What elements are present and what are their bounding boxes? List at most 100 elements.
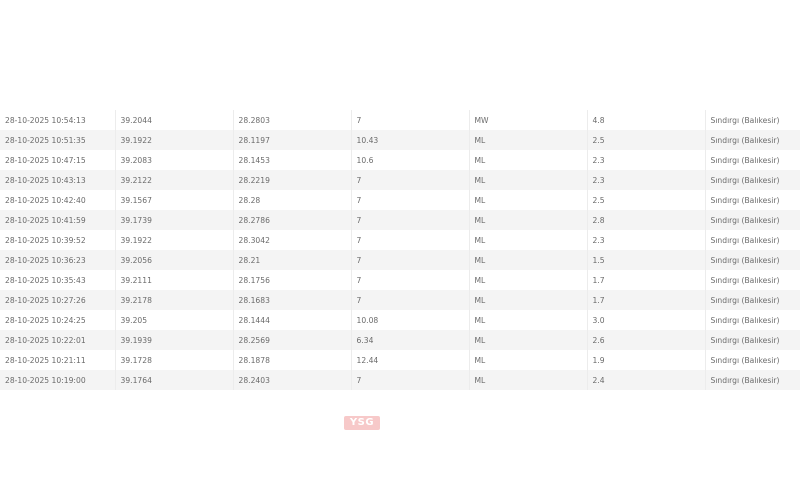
cell-magnitude: 2.8 (586, 210, 705, 230)
table-row[interactable]: 28-10-2025 10:36:23 39.2056 28.21 7 ML 1.5 Sın… (0, 250, 800, 270)
cell-magnitude-type: ML (468, 270, 587, 290)
cell-depth: 7 (350, 230, 469, 250)
cell-date-time: 28-10-2025 10:39:52 (5, 235, 86, 245)
cell-magnitude-type: ML (468, 250, 587, 270)
table-row[interactable]: 28-10-2025 10:19:00 39.1764 28.2403 7 ML 2.4 S… (0, 370, 800, 390)
cell-longitude: 28.3042 (232, 230, 351, 250)
cell-magnitude: 2.4 (586, 370, 705, 390)
cell-location: Sındırgı (Balıkesir) (704, 350, 800, 370)
cell-date-time: 28-10-2025 10:42:40 (5, 195, 86, 205)
cell-magnitude: 1.7 (586, 270, 705, 290)
cell-magnitude: 1.5 (586, 250, 705, 270)
cell-date-time: 28-10-2025 10:54:13 (5, 115, 86, 125)
table-row[interactable]: 28-10-2025 10:22:01 39.1939 28.2569 6.34 ML 2… (0, 330, 800, 350)
cell-magnitude: 2.3 (586, 230, 705, 250)
cell-date-time: 28-10-2025 10:43:13 (0, 170, 115, 190)
cell-depth: 7 (350, 210, 469, 230)
cell-date-time: 28-10-2025 10:19:00 (0, 370, 115, 390)
cell-date-time: 28-10-2025 10:47:15 (5, 155, 86, 165)
cell-magnitude: 2.3 (586, 170, 705, 190)
cell-date-time: 28-10-2025 10:51:35 (0, 130, 115, 150)
cell-latitude: 39.205 (114, 310, 233, 330)
cell-magnitude-type: ML (468, 370, 587, 390)
cell-latitude: 39.2122 (114, 170, 233, 190)
cell-date-time: 28-10-2025 10:35:43 (5, 275, 86, 285)
table-row[interactable]: 28-10-2025 10:51:35 39.1922 28.1197 10.43 ML… (0, 130, 800, 150)
cell-latitude: 39.1922 (114, 230, 233, 250)
table-row[interactable]: 28-10-2025 10:24:25 39.205 28.1444 10.08 ML 3… (0, 310, 800, 330)
cell-latitude: 39.2044 (114, 110, 233, 130)
cell-magnitude: 1.7 (586, 290, 705, 310)
cell-location: Sındırgı (Balıkesir) (704, 150, 800, 170)
cell-longitude: 28.1444 (232, 310, 351, 330)
cell-magnitude-type: ML (468, 330, 587, 350)
cell-depth: 12.44 (350, 350, 469, 370)
cell-magnitude-type: ML (468, 230, 587, 250)
cell-longitude: 28.1878 (232, 350, 351, 370)
cell-magnitude-type: ML (468, 210, 587, 230)
cell-magnitude: 2.5 (586, 130, 705, 150)
cell-latitude: 39.1567 (114, 190, 233, 210)
cell-depth: 7 (350, 290, 469, 310)
cell-magnitude: 2.3 (586, 150, 705, 170)
table-row[interactable]: 28-10-2025 10:21:11 39.1728 28.1878 12.44 ML… (0, 350, 800, 370)
cell-magnitude-type: ML (468, 130, 587, 150)
table-row[interactable]: 28-10-2025 10:41:59 39.1739 28.2786 7 ML 2.8 S… (0, 210, 800, 230)
cell-date-time: 28-10-2025 10:27:26 (0, 290, 115, 310)
cell-latitude: 39.1764 (114, 370, 233, 390)
table-row[interactable]: 28-10-2025 10:35:43 39.2111 28.1756 7 ML 1.7 S… (0, 270, 800, 290)
cell-date-time: 28-10-2025 10:41:59 (0, 210, 115, 230)
cell-latitude: 39.1922 (114, 130, 233, 150)
cell-magnitude: 2.6 (586, 330, 705, 350)
cell-date-time: 28-10-2025 10:36:23 (0, 250, 115, 270)
cell-location: Sındırgı (Balıkesir) (704, 190, 800, 210)
table-row[interactable]: 28-10-2025 10:27:26 39.2178 28.1683 7 ML 1.7 S… (0, 290, 800, 310)
cell-depth: 10.6 (350, 150, 469, 170)
table-row[interactable]: 28-10-2025 10:39:52 39.1922 28.3042 7 ML 2.3 S… (0, 230, 800, 250)
cell-depth: 10.43 (350, 130, 469, 150)
ysg-logo: YSG (344, 416, 380, 430)
cell-depth: 7 (350, 370, 469, 390)
cell-magnitude: 1.9 (586, 350, 705, 370)
cell-magnitude: 3.0 (586, 310, 705, 330)
cell-longitude: 28.1453 (232, 150, 351, 170)
cell-longitude: 28.2569 (232, 330, 351, 350)
cell-location: Sındırgı (Balıkesir) (704, 230, 800, 250)
cell-depth: 7 (350, 170, 469, 190)
cell-longitude: 28.2403 (232, 370, 351, 390)
cell-location: Sındırgı (Balıkesir) (704, 170, 800, 190)
cell-location: Sındırgı (Balıkesir) (704, 370, 800, 390)
cell-depth: 10.08 (350, 310, 469, 330)
earthquake-table: 28-10-2025 10:54:13 39.2044 28.2803 7 MW 4.8 S… (0, 110, 800, 390)
table-row[interactable]: 28-10-2025 10:47:15 39.2083 28.1453 10.6 ML 2… (0, 150, 800, 170)
cell-depth: 7 (350, 110, 469, 130)
cell-date-time: 28-10-2025 10:24:25 (5, 315, 86, 325)
cell-location: Sındırgı (Balıkesir) (704, 270, 800, 290)
table-row[interactable]: 28-10-2025 10:43:13 39.2122 28.2219 7 ML 2.3 S… (0, 170, 800, 190)
cell-location: Sındırgı (Balıkesir) (704, 130, 800, 150)
cell-longitude: 28.1197 (232, 130, 351, 150)
cell-magnitude-type: ML (468, 310, 587, 330)
cell-longitude: 28.2219 (232, 170, 351, 190)
cell-latitude: 39.1728 (114, 350, 233, 370)
cell-latitude: 39.2111 (114, 270, 233, 290)
table-row[interactable]: 28-10-2025 10:54:13 39.2044 28.2803 7 MW 4.8 S… (0, 110, 800, 130)
cell-location: Sındırgı (Balıkesir) (704, 110, 800, 130)
cell-latitude: 39.2083 (114, 150, 233, 170)
table-row[interactable]: 28-10-2025 10:42:40 39.1567 28.28 7 ML 2.5 Sın… (0, 190, 800, 210)
cell-magnitude-type: ML (468, 150, 587, 170)
cell-date-time: 28-10-2025 10:21:11 (5, 355, 86, 365)
cell-location: Sındırgı (Balıkesir) (704, 210, 800, 230)
cell-magnitude-type: ML (468, 190, 587, 210)
cell-magnitude: 2.5 (586, 190, 705, 210)
cell-location: Sındırgı (Balıkesir) (704, 310, 800, 330)
cell-longitude: 28.1756 (232, 270, 351, 290)
cell-latitude: 39.1739 (114, 210, 233, 230)
cell-longitude: 28.2803 (232, 110, 351, 130)
cell-latitude: 39.1939 (114, 330, 233, 350)
cell-location: Sındırgı (Balıkesir) (704, 290, 800, 310)
cell-magnitude-type: ML (468, 170, 587, 190)
cell-longitude: 28.2786 (232, 210, 351, 230)
cell-longitude: 28.21 (232, 250, 351, 270)
cell-longitude: 28.1683 (232, 290, 351, 310)
